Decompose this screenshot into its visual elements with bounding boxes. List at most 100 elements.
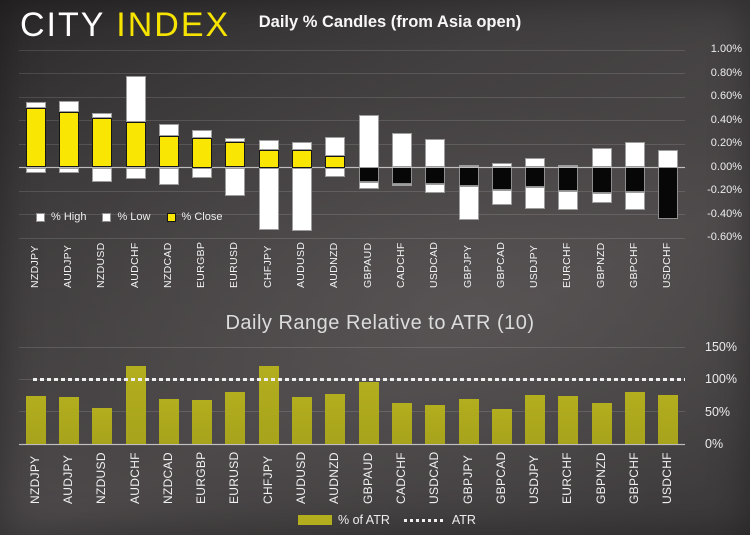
candle-segment-white — [658, 149, 679, 168]
x-axis-label: EURGBP — [195, 241, 208, 288]
gridline — [19, 214, 685, 215]
atr-percent-bar — [125, 365, 146, 444]
candle-segment-white — [525, 158, 546, 168]
gridline — [19, 190, 685, 192]
atr-percent-bar — [625, 392, 646, 444]
x-axis-label: NZDCAD — [160, 452, 175, 504]
atr-percent-bar — [391, 402, 412, 444]
candle-segment-yellow — [25, 107, 46, 168]
atr-percent-bar — [158, 399, 179, 444]
legend-item-high: % High — [36, 211, 86, 223]
y-tick-label: -0.20% — [707, 184, 742, 196]
legend-label-close: % Close — [181, 211, 223, 223]
candle-segment-white — [292, 167, 313, 231]
y-tick-label: 0.00% — [710, 160, 742, 173]
x-axis-label: EURCHF — [560, 452, 575, 504]
x-axis-label: AUDJPY — [61, 244, 74, 288]
candle-segment-white — [491, 189, 512, 206]
candle-segment-white — [158, 124, 179, 136]
candle-segment-white — [192, 129, 213, 139]
x-axis-label: AUDJPY — [60, 454, 75, 504]
candle-segment-white — [625, 192, 646, 210]
candle-segment-white — [125, 167, 146, 180]
candle-segment-white — [258, 167, 279, 230]
atr-percent-bar — [58, 397, 79, 444]
x-axis-label: GBPJPY — [461, 244, 474, 288]
x-axis-label: CADCHF — [393, 452, 408, 504]
x-axis-label: GBPAUD — [361, 242, 374, 288]
candle-segment-white — [591, 147, 612, 168]
atr-percent-bar — [358, 381, 379, 444]
bottom-chart-title: Daily Range Relative to ATR (10) — [225, 312, 535, 334]
candle-segment-yellow — [58, 112, 79, 168]
candle-segment-white — [458, 186, 479, 221]
atr-range-plot — [19, 346, 685, 445]
candle-segment-white — [92, 167, 113, 182]
top-chart-title: Daily % Candles (from Asia open) — [258, 13, 522, 31]
candle-segment-yellow — [92, 118, 113, 168]
gridline — [19, 411, 685, 413]
x-axis-label: USDCHF — [660, 452, 675, 504]
atr-percent-bar — [658, 394, 679, 444]
legend-label-pct-atr: % of ATR — [338, 513, 390, 527]
y-tick-label: 0.80% — [710, 66, 742, 79]
y-tick-label: 0% — [705, 437, 724, 451]
candle-segment-white — [591, 193, 612, 203]
candle-segment-white — [358, 181, 379, 189]
x-axis-label: GBPJPY — [460, 454, 475, 504]
candle-segment-white — [225, 138, 246, 142]
atr-percent-bar — [425, 404, 446, 444]
legend-label-atr: ATR — [451, 513, 476, 527]
candle-segment-white — [325, 167, 346, 177]
gridline — [19, 443, 685, 445]
x-axis-label: AUDCHF — [128, 242, 141, 288]
y-tick-label: 0.20% — [710, 137, 742, 149]
gridline — [19, 120, 685, 121]
x-axis-label: USDJPY — [527, 454, 542, 504]
candle-segment-white — [491, 162, 512, 168]
candle-segment-white — [158, 167, 179, 186]
atr-reference-line — [33, 377, 685, 381]
candle-segment-black — [425, 167, 446, 184]
x-axis-label: CHFJPY — [260, 455, 275, 504]
x-axis-label: GBPCAD — [494, 241, 507, 288]
atr-percent-bar — [591, 402, 612, 444]
candle-segment-black — [391, 167, 412, 184]
candle-segment-white — [225, 167, 246, 196]
candle-segment-yellow — [158, 135, 179, 168]
x-axis-label: NZDUSD — [94, 452, 109, 504]
y-tick-label: 0.40% — [710, 113, 742, 126]
gridline — [19, 73, 685, 74]
x-axis-label: EURGBP — [194, 451, 209, 504]
x-axis-label: GBPCHF — [627, 452, 642, 504]
atr-percent-bar — [92, 408, 113, 444]
candle-segment-white — [192, 167, 213, 179]
x-axis-label: USDCHF — [661, 242, 674, 288]
x-axis-label: AUDNZD — [327, 452, 342, 504]
candle-segment-yellow — [192, 138, 213, 168]
atr-percent-bar — [458, 398, 479, 444]
x-axis-label: CADCHF — [394, 242, 407, 288]
atr-percent-bar — [192, 400, 213, 444]
candle-segment-white — [558, 165, 579, 168]
candle-segment-white — [325, 136, 346, 156]
y-tick-label: 0.60% — [710, 90, 742, 102]
legend-label-high: % High — [51, 211, 87, 223]
close-swatch-icon — [166, 212, 176, 222]
gridline — [19, 49, 685, 51]
x-axis-label: EURUSD — [228, 241, 241, 288]
x-axis-label: AUDCHF — [127, 452, 142, 504]
candle-segment-yellow — [258, 149, 279, 168]
y-tick-label: -0.40% — [707, 207, 742, 220]
candle-segment-white — [292, 141, 313, 150]
candle-segment-black — [558, 167, 579, 191]
candle-segment-yellow — [325, 155, 346, 168]
x-axis-label: EURCHF — [561, 242, 574, 288]
x-axis-label: GBPCAD — [493, 451, 508, 504]
x-axis-label: EURUSD — [227, 451, 242, 504]
candle-segment-white — [625, 141, 646, 168]
candle-segment-white — [25, 167, 46, 174]
daily-percent-candles-plot — [19, 49, 685, 239]
gridline — [19, 143, 685, 145]
atr-percent-bar — [225, 392, 246, 444]
